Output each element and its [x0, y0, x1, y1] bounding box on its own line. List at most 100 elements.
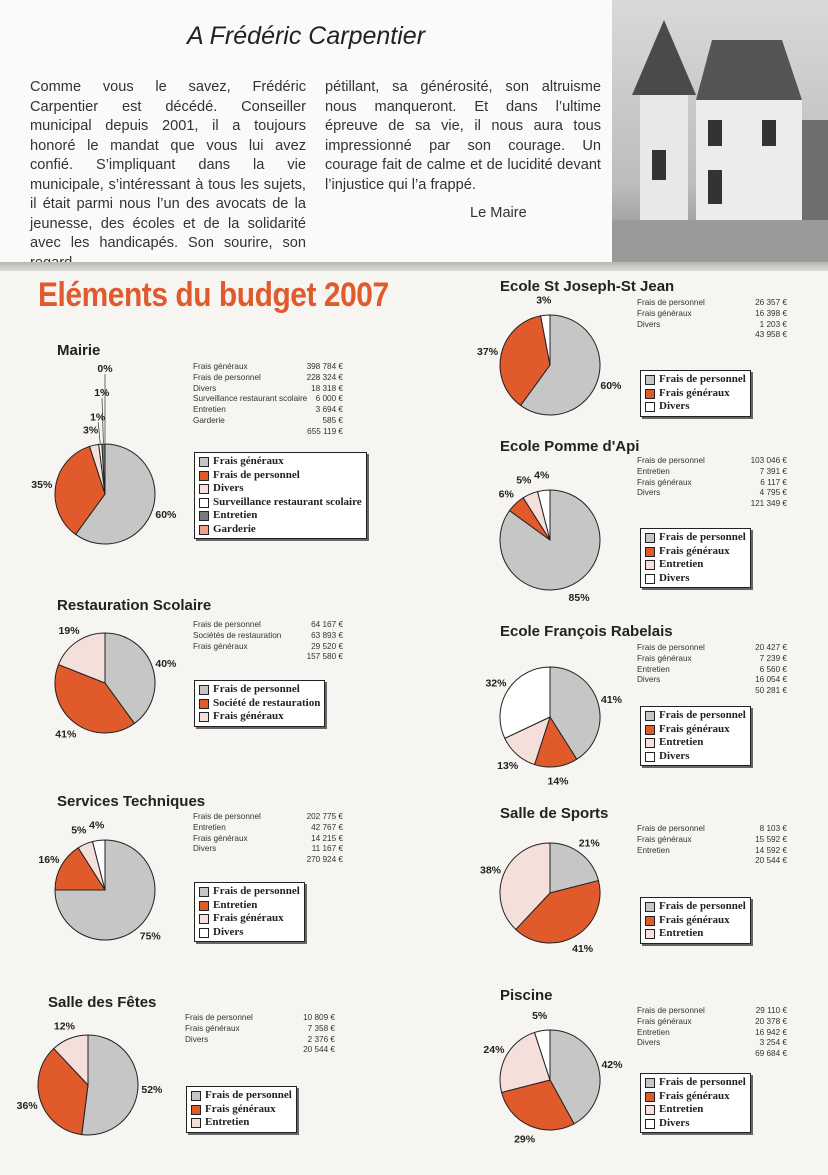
- legend-swatch: [199, 457, 209, 467]
- legend-label: Frais généraux: [659, 544, 730, 557]
- legend-swatch: [199, 497, 209, 508]
- row-label: Frais généraux: [185, 1023, 240, 1033]
- row-label: Frais de personnel: [637, 456, 705, 465]
- table-row: Entretien 3 694 €: [193, 405, 343, 416]
- legend-item: Frais généraux: [645, 1090, 746, 1104]
- pie-slice: [499, 666, 551, 739]
- legend-swatch: [645, 546, 655, 557]
- table-row: Frais généraux 7 358 €: [185, 1024, 335, 1035]
- slice-percent-label: 0%: [97, 363, 113, 375]
- table-row: Entretien 7 391 €: [637, 467, 787, 478]
- row-label: Divers: [637, 675, 661, 685]
- row-label: Frais généraux: [637, 477, 692, 487]
- chart-title: Ecole Pomme d'Api: [500, 438, 640, 455]
- chart-legend: Frais de personnel Frais généraux Divers: [640, 370, 751, 417]
- row-label: Frais généraux: [193, 362, 248, 371]
- table-row: Frais généraux 398 784 €: [193, 362, 343, 373]
- legend-item: Frais généraux: [645, 723, 746, 737]
- slice-percent-label: 21%: [579, 837, 601, 849]
- pie-slice: [515, 879, 601, 944]
- table-row: Divers 4 795 €: [637, 488, 787, 499]
- slice-percent-label: 36%: [17, 1100, 39, 1112]
- legend-label: Frais de personnel: [659, 1076, 746, 1088]
- legend-label: Divers: [659, 571, 690, 584]
- table-row: Entretien 16 942 €: [637, 1028, 787, 1039]
- table-row: Divers 2 376 €: [185, 1035, 335, 1046]
- row-amount: 16 054 €: [755, 675, 787, 685]
- slice-percent-label: 41%: [55, 729, 77, 741]
- legend-swatch: [199, 698, 209, 709]
- row-amount: 11 167 €: [311, 844, 343, 854]
- chart-legend: Frais de personnel Frais généraux Entretie…: [640, 528, 751, 588]
- table-row: Frais de personnel 228 324 €: [193, 373, 343, 384]
- row-label: Frais généraux: [637, 834, 692, 844]
- pie-slice: [499, 315, 551, 407]
- chart-legend: Frais de personnel Société de restauratio…: [194, 680, 326, 727]
- legend-item: Entretien: [645, 1103, 746, 1117]
- pie-slice: [101, 443, 106, 495]
- legend-label: Frais généraux: [213, 912, 284, 924]
- legend-label: Entretien: [213, 509, 258, 521]
- row-label: Divers: [637, 319, 661, 329]
- table-row: Frais de personnel 29 110 €: [637, 1006, 787, 1017]
- table-total: 50 281 €: [637, 686, 787, 697]
- legend-swatch: [199, 914, 209, 924]
- legend-label: Frais généraux: [659, 913, 730, 926]
- slice-percent-label: 14%: [548, 775, 570, 787]
- legend-item: Société de restauration: [199, 697, 320, 711]
- legend-swatch: [645, 902, 655, 912]
- chart-title: Salle des Fêtes: [48, 994, 157, 1011]
- legend-label: Divers: [213, 482, 244, 494]
- pie-slice: [499, 842, 551, 931]
- legend-item: Frais de personnel: [199, 469, 362, 483]
- row-amount: 398 784 €: [306, 362, 343, 371]
- legend-item: Entretien: [199, 509, 362, 523]
- table-row: Frais de personnel 202 775 €: [193, 812, 343, 823]
- tribute-signature: Le Maire: [470, 205, 527, 221]
- chart-title: Salle de Sports: [500, 805, 609, 822]
- legend-label: Entretien: [205, 1116, 250, 1128]
- pie-slice: [499, 1031, 551, 1094]
- label-leader-line: [97, 422, 101, 444]
- pie-chart: 52% 36% 12%: [17, 1020, 163, 1136]
- legend-item: Entretien: [645, 558, 746, 572]
- row-amount: 585 €: [322, 415, 344, 425]
- legend-item: Frais généraux: [199, 455, 362, 469]
- row-label: Divers: [637, 488, 661, 498]
- legend-label: Frais de personnel: [659, 709, 746, 721]
- pie-chart: 21% 41% 38%: [480, 837, 601, 955]
- legend-swatch: [645, 915, 655, 926]
- legend-label: Divers: [659, 400, 690, 412]
- chart-title: Ecole François Rabelais: [500, 623, 673, 640]
- table-row: Frais de personnel 8 103 €: [637, 824, 787, 835]
- legend-label: Frais généraux: [659, 386, 730, 399]
- slice-percent-label: 1%: [90, 411, 106, 423]
- table-row: Sociétés de restauration 63 893 €: [193, 631, 343, 642]
- row-amount: 7 391 €: [759, 466, 787, 476]
- row-amount: 202 775 €: [306, 812, 343, 821]
- legend-swatch: [645, 738, 655, 748]
- row-label: Frais de personnel: [637, 643, 705, 652]
- legend-item: Frais de personnel: [645, 531, 746, 545]
- legend-item: Frais de personnel: [645, 900, 746, 914]
- pie-slice: [536, 489, 551, 541]
- legend-swatch: [191, 1118, 201, 1128]
- pie-slice: [54, 663, 136, 734]
- pie-slice: [91, 839, 106, 891]
- slice-percent-label: 41%: [572, 943, 594, 955]
- row-label: Divers: [193, 844, 217, 854]
- table-row: Divers 1 203 €: [637, 320, 787, 331]
- legend-item: Divers: [199, 482, 362, 496]
- legend-item: Frais de personnel: [645, 709, 746, 723]
- pie-slice: [57, 632, 106, 684]
- legend-item: Frais généraux: [199, 912, 300, 926]
- legend-swatch: [199, 524, 209, 535]
- chart-legend: Frais de personnel Frais généraux Entretie…: [640, 897, 751, 944]
- expense-table: Frais de personnel 103 046 € Entretien 7 39…: [637, 456, 787, 510]
- pie-chart: 75% 16% 5% 4%: [38, 820, 161, 943]
- row-amount: 10 809 €: [303, 1013, 335, 1022]
- pie-slice: [54, 839, 156, 941]
- pie-slice: [500, 1079, 575, 1131]
- legend-swatch: [645, 711, 655, 721]
- row-amount: 16 942 €: [755, 1027, 787, 1037]
